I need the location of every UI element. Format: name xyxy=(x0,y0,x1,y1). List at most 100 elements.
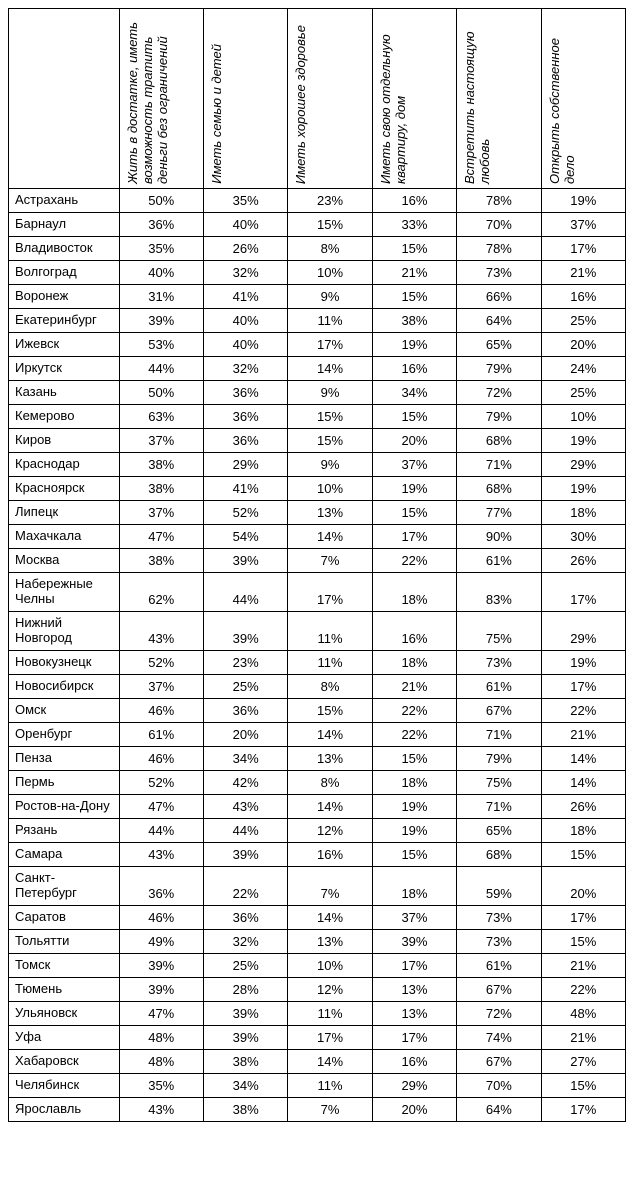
value-cell: 38% xyxy=(203,1097,287,1121)
value-cell: 14% xyxy=(288,525,372,549)
table-row: Рязань44%44%12%19%65%18% xyxy=(9,818,626,842)
city-cell: Пермь xyxy=(9,770,120,794)
value-cell: 16% xyxy=(372,1049,456,1073)
value-cell: 73% xyxy=(457,650,541,674)
value-cell: 74% xyxy=(457,1025,541,1049)
city-cell: Липецк xyxy=(9,501,120,525)
table-row: Самара43%39%16%15%68%15% xyxy=(9,842,626,866)
value-cell: 67% xyxy=(457,1049,541,1073)
column-header: Иметь хорошее здоровье xyxy=(288,9,372,189)
value-cell: 38% xyxy=(119,453,203,477)
column-header: Иметь семью и детей xyxy=(203,9,287,189)
value-cell: 39% xyxy=(119,977,203,1001)
value-cell: 48% xyxy=(119,1049,203,1073)
value-cell: 22% xyxy=(203,866,287,905)
value-cell: 48% xyxy=(541,1001,625,1025)
value-cell: 13% xyxy=(372,1001,456,1025)
value-cell: 32% xyxy=(203,929,287,953)
city-cell: Пенза xyxy=(9,746,120,770)
value-cell: 15% xyxy=(541,929,625,953)
table-row: Астрахань50%35%23%16%78%19% xyxy=(9,189,626,213)
value-cell: 22% xyxy=(372,549,456,573)
column-header: Иметь свою отдельную квартиру, дом xyxy=(372,9,456,189)
value-cell: 38% xyxy=(372,309,456,333)
column-header-label: Встретить настоящую любовь xyxy=(463,14,493,184)
city-cell: Москва xyxy=(9,549,120,573)
value-cell: 37% xyxy=(119,674,203,698)
value-cell: 43% xyxy=(119,1097,203,1121)
value-cell: 39% xyxy=(203,1001,287,1025)
value-cell: 40% xyxy=(203,309,287,333)
city-cell: Самара xyxy=(9,842,120,866)
table-row: Ульяновск47%39%11%13%72%48% xyxy=(9,1001,626,1025)
table-row: Челябинск35%34%11%29%70%15% xyxy=(9,1073,626,1097)
value-cell: 15% xyxy=(372,405,456,429)
city-cell: Набережные Челны xyxy=(9,573,120,612)
city-cell: Новосибирск xyxy=(9,674,120,698)
header-corner xyxy=(9,9,120,189)
value-cell: 35% xyxy=(119,237,203,261)
value-cell: 10% xyxy=(288,477,372,501)
city-cell: Тюмень xyxy=(9,977,120,1001)
value-cell: 79% xyxy=(457,357,541,381)
value-cell: 66% xyxy=(457,285,541,309)
value-cell: 10% xyxy=(541,405,625,429)
column-header-label: Иметь семью и детей xyxy=(210,44,225,184)
value-cell: 53% xyxy=(119,333,203,357)
value-cell: 28% xyxy=(203,977,287,1001)
city-cell: Новокузнецк xyxy=(9,650,120,674)
table-row: Томск39%25%10%17%61%21% xyxy=(9,953,626,977)
value-cell: 25% xyxy=(203,953,287,977)
value-cell: 19% xyxy=(541,189,625,213)
value-cell: 72% xyxy=(457,381,541,405)
value-cell: 15% xyxy=(372,842,456,866)
value-cell: 44% xyxy=(119,818,203,842)
value-cell: 15% xyxy=(372,501,456,525)
value-cell: 15% xyxy=(372,746,456,770)
value-cell: 73% xyxy=(457,261,541,285)
value-cell: 47% xyxy=(119,1001,203,1025)
value-cell: 44% xyxy=(203,573,287,612)
value-cell: 61% xyxy=(119,722,203,746)
value-cell: 22% xyxy=(541,698,625,722)
value-cell: 14% xyxy=(288,722,372,746)
value-cell: 14% xyxy=(288,1049,372,1073)
table-row: Пермь52%42%8%18%75%14% xyxy=(9,770,626,794)
value-cell: 17% xyxy=(541,237,625,261)
value-cell: 8% xyxy=(288,770,372,794)
value-cell: 22% xyxy=(372,722,456,746)
value-cell: 49% xyxy=(119,929,203,953)
value-cell: 71% xyxy=(457,722,541,746)
table-row: Екатеринбург39%40%11%38%64%25% xyxy=(9,309,626,333)
value-cell: 73% xyxy=(457,929,541,953)
value-cell: 63% xyxy=(119,405,203,429)
city-cell: Астрахань xyxy=(9,189,120,213)
city-cell: Оренбург xyxy=(9,722,120,746)
value-cell: 19% xyxy=(372,794,456,818)
value-cell: 46% xyxy=(119,698,203,722)
value-cell: 68% xyxy=(457,477,541,501)
value-cell: 83% xyxy=(457,573,541,612)
value-cell: 9% xyxy=(288,381,372,405)
value-cell: 29% xyxy=(541,453,625,477)
table-row: Краснодар38%29%9%37%71%29% xyxy=(9,453,626,477)
value-cell: 7% xyxy=(288,549,372,573)
value-cell: 48% xyxy=(119,1025,203,1049)
value-cell: 22% xyxy=(372,698,456,722)
value-cell: 9% xyxy=(288,285,372,309)
city-cell: Томск xyxy=(9,953,120,977)
value-cell: 36% xyxy=(203,405,287,429)
value-cell: 39% xyxy=(203,1025,287,1049)
column-header-label: Иметь свою отдельную квартиру, дом xyxy=(379,14,409,184)
value-cell: 17% xyxy=(541,905,625,929)
city-cell: Ростов-на-Дону xyxy=(9,794,120,818)
value-cell: 12% xyxy=(288,977,372,1001)
value-cell: 78% xyxy=(457,237,541,261)
value-cell: 70% xyxy=(457,213,541,237)
value-cell: 65% xyxy=(457,333,541,357)
value-cell: 17% xyxy=(372,525,456,549)
column-header: Жить в достатке, иметь возможность трати… xyxy=(119,9,203,189)
value-cell: 39% xyxy=(203,549,287,573)
table-row: Красноярск38%41%10%19%68%19% xyxy=(9,477,626,501)
value-cell: 36% xyxy=(203,905,287,929)
